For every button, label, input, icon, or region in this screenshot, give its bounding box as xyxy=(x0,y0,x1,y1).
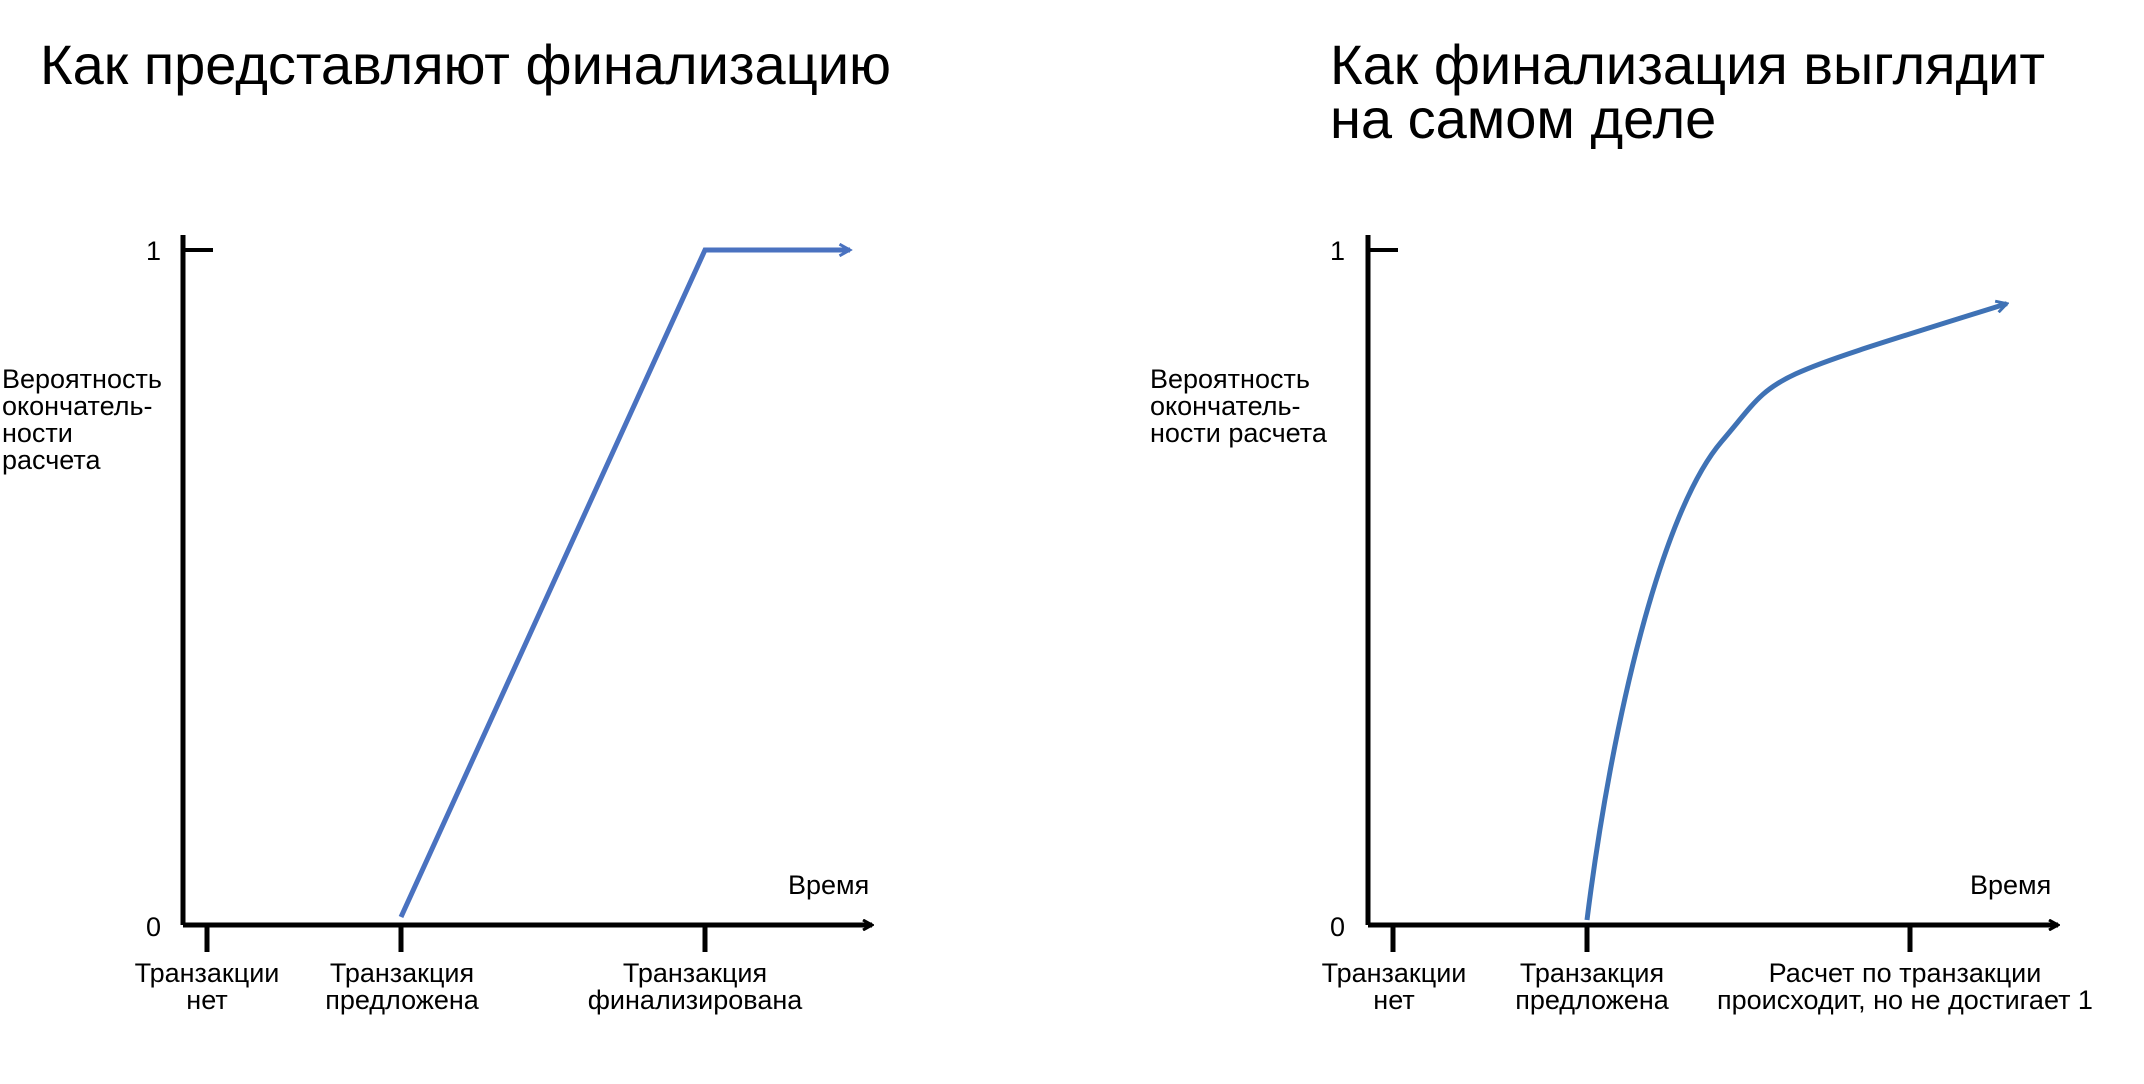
series-line-left xyxy=(398,250,850,919)
chart-title-left: Как представляют финализацию xyxy=(40,33,892,96)
y-tick-0-left: 0 xyxy=(146,912,162,942)
y-axis-label-right: Вероятность окончатель- ности расчета xyxy=(1150,364,1327,448)
y-tick-1-right: 1 xyxy=(1330,236,1346,266)
y-tick-1-left: 1 xyxy=(146,236,162,266)
x-tick-label-right-0: Транзакции нет xyxy=(1321,958,1467,1015)
x-tick-label-left-0: Транзакции нет xyxy=(134,958,280,1015)
chart-title-right: Как финализация выглядит на самом деле xyxy=(1330,33,2046,150)
chart-right xyxy=(1365,235,2058,952)
x-tick-label-left-2: Транзакция финализирована xyxy=(587,958,803,1015)
x-tick-label-right-2: Расчет по транзакции происходит, но не д… xyxy=(1717,958,2093,1015)
x-axis-label-left: Время xyxy=(788,870,870,900)
series-curve-right xyxy=(1584,304,2007,921)
y-tick-0-right: 0 xyxy=(1330,912,1346,942)
y-axis-label-left: Вероятность окончатель- ности расчета xyxy=(2,364,162,475)
chart-left xyxy=(180,235,872,952)
x-tick-label-right-1: Транзакция предложена xyxy=(1515,958,1669,1015)
x-tick-label-left-1: Транзакция предложена xyxy=(325,958,479,1015)
x-axis-label-right: Время xyxy=(1970,870,2052,900)
